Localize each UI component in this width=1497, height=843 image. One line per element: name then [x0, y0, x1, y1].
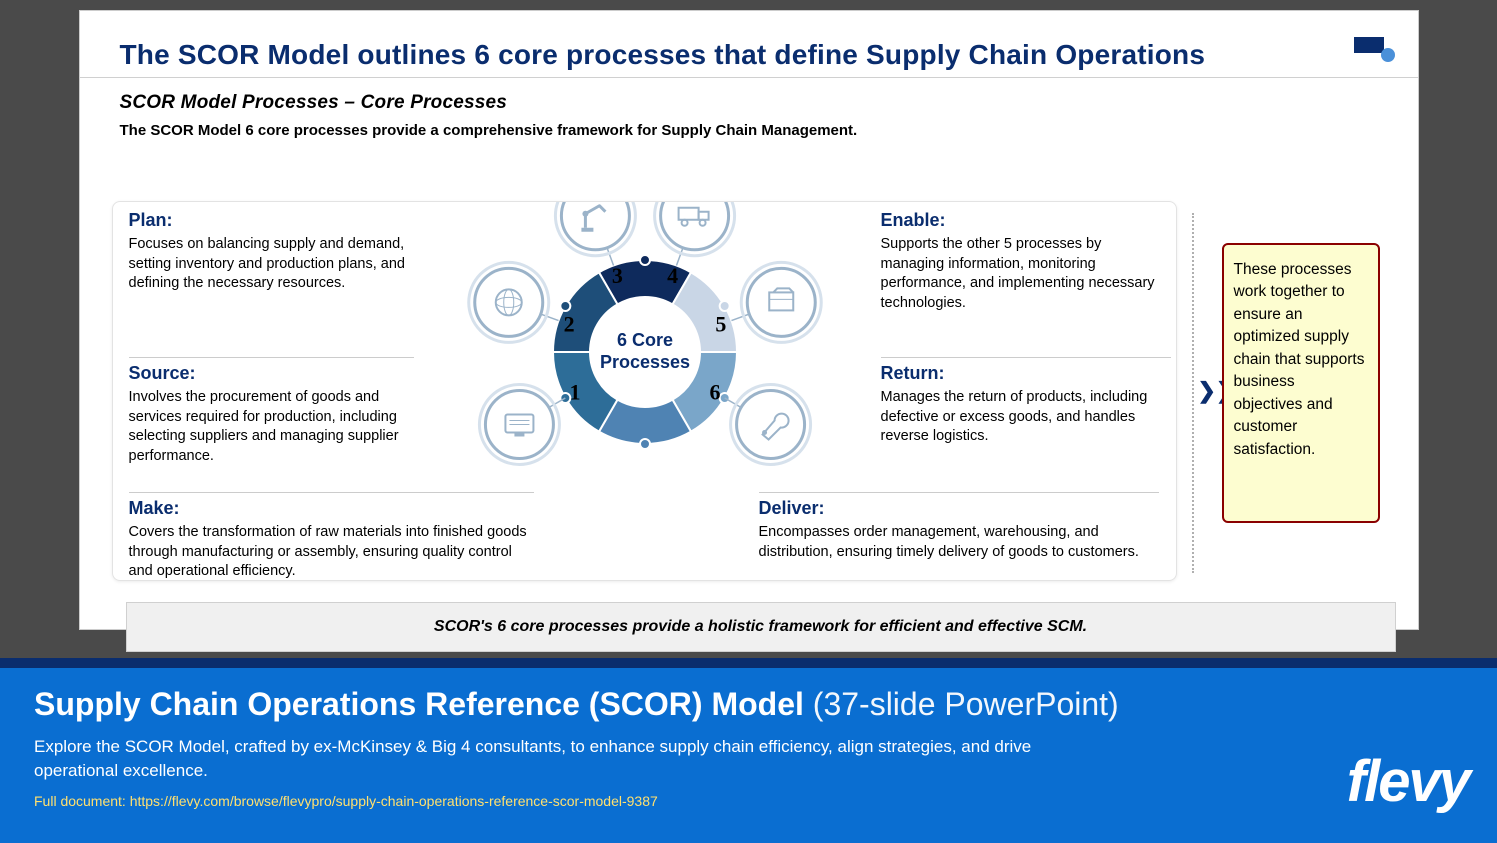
content-panel: Plan: Focuses on balancing supply and de…: [112, 201, 1177, 581]
process-body: Manages the return of products, includin…: [881, 388, 1171, 447]
subtitle-italic: SCOR Model Processes – Core Processes: [120, 92, 1378, 114]
slide: The SCOR Model outlines 6 core processes…: [79, 10, 1419, 630]
svg-text:6: 6: [709, 379, 720, 404]
process-body: Focuses on balancing supply and demand, …: [129, 235, 414, 294]
subtitle-bold: The SCOR Model 6 core processes provide …: [120, 122, 1378, 139]
process-body: Encompasses order management, warehousin…: [759, 523, 1159, 562]
process-body: Supports the other 5 processes by managi…: [881, 235, 1156, 313]
process-plan: Plan: Focuses on balancing supply and de…: [129, 210, 414, 294]
page-title: The SCOR Model outlines 6 core processes…: [80, 11, 1418, 78]
callout-panel: ❯❯ These processes work together to ensu…: [1200, 243, 1380, 543]
svg-text:6 Core: 6 Core: [616, 330, 672, 350]
summary-bar: SCOR's 6 core processes provide a holist…: [126, 602, 1396, 652]
process-heading: Enable:: [881, 210, 1156, 231]
banner-link[interactable]: Full document: https://flevy.com/browse/…: [34, 793, 1463, 809]
process-heading: Plan:: [129, 210, 414, 231]
vertical-divider: [1192, 213, 1194, 573]
process-enable: Enable: Supports the other 5 processes b…: [881, 210, 1156, 313]
summary-text: SCOR's 6 core processes provide a holist…: [434, 618, 1087, 636]
page-subtitle: SCOR Model Processes – Core Processes Th…: [80, 78, 1418, 139]
brand-mark-icon: [1350, 31, 1400, 67]
svg-text:5: 5: [715, 311, 726, 336]
process-return: Return: Manages the return of products, …: [881, 357, 1171, 447]
flevy-logo: flevy: [1347, 748, 1469, 815]
process-body: Involves the procurement of goods and se…: [129, 388, 414, 466]
svg-text:1: 1: [569, 379, 580, 404]
svg-text:Processes: Processes: [599, 352, 689, 372]
process-heading: Return:: [881, 357, 1171, 384]
process-heading: Source:: [129, 357, 414, 384]
svg-text:4: 4: [667, 263, 678, 288]
callout-note: These processes work together to ensure …: [1222, 243, 1380, 523]
promo-banner: Supply Chain Operations Reference (SCOR)…: [0, 658, 1497, 843]
process-deliver: Deliver: Encompasses order management, w…: [759, 492, 1159, 562]
core-processes-wheel-icon: 6 CoreProcesses 1 2 3 4 5 6: [423, 202, 868, 502]
svg-text:3: 3: [611, 263, 622, 288]
process-make: Make: Covers the transformation of raw m…: [129, 492, 534, 582]
banner-title: Supply Chain Operations Reference (SCOR)…: [34, 686, 1463, 723]
svg-text:2: 2: [563, 311, 574, 336]
process-body: Covers the transformation of raw materia…: [129, 523, 534, 582]
banner-body: Explore the SCOR Model, crafted by ex-Mc…: [34, 735, 1074, 783]
process-source: Source: Involves the procurement of good…: [129, 357, 414, 466]
